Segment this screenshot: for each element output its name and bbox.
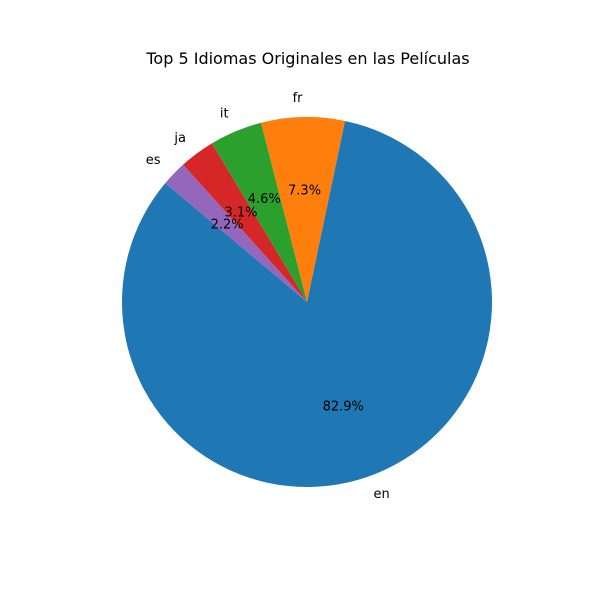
slice-label-ja: ja: [173, 131, 186, 146]
pie-slice-es: [165, 164, 307, 302]
slice-label-fr: fr: [293, 91, 304, 106]
percent-label-it: 4.6%: [248, 192, 281, 207]
slice-label-en: en: [373, 487, 389, 502]
pie-slice-it: [211, 122, 307, 302]
percent-label-fr: 7.3%: [288, 184, 321, 199]
pie-slice-ja: [183, 143, 307, 302]
chart-title: Top 5 Idiomas Originales en las Película…: [145, 49, 469, 68]
pie-slice-fr: [261, 117, 346, 302]
pie-slice-en: [122, 120, 492, 488]
slice-label-it: it: [220, 107, 229, 122]
percent-label-en: 82.9%: [323, 399, 364, 414]
slice-label-es: es: [146, 153, 161, 168]
percent-label-ja: 3.1%: [224, 205, 257, 220]
pie-labels: en 82.9% fr 7.3% it 4.6% ja 3.1% es 2.2%: [146, 91, 390, 502]
pie-slices: [122, 117, 492, 488]
percent-label-es: 2.2%: [211, 217, 244, 232]
